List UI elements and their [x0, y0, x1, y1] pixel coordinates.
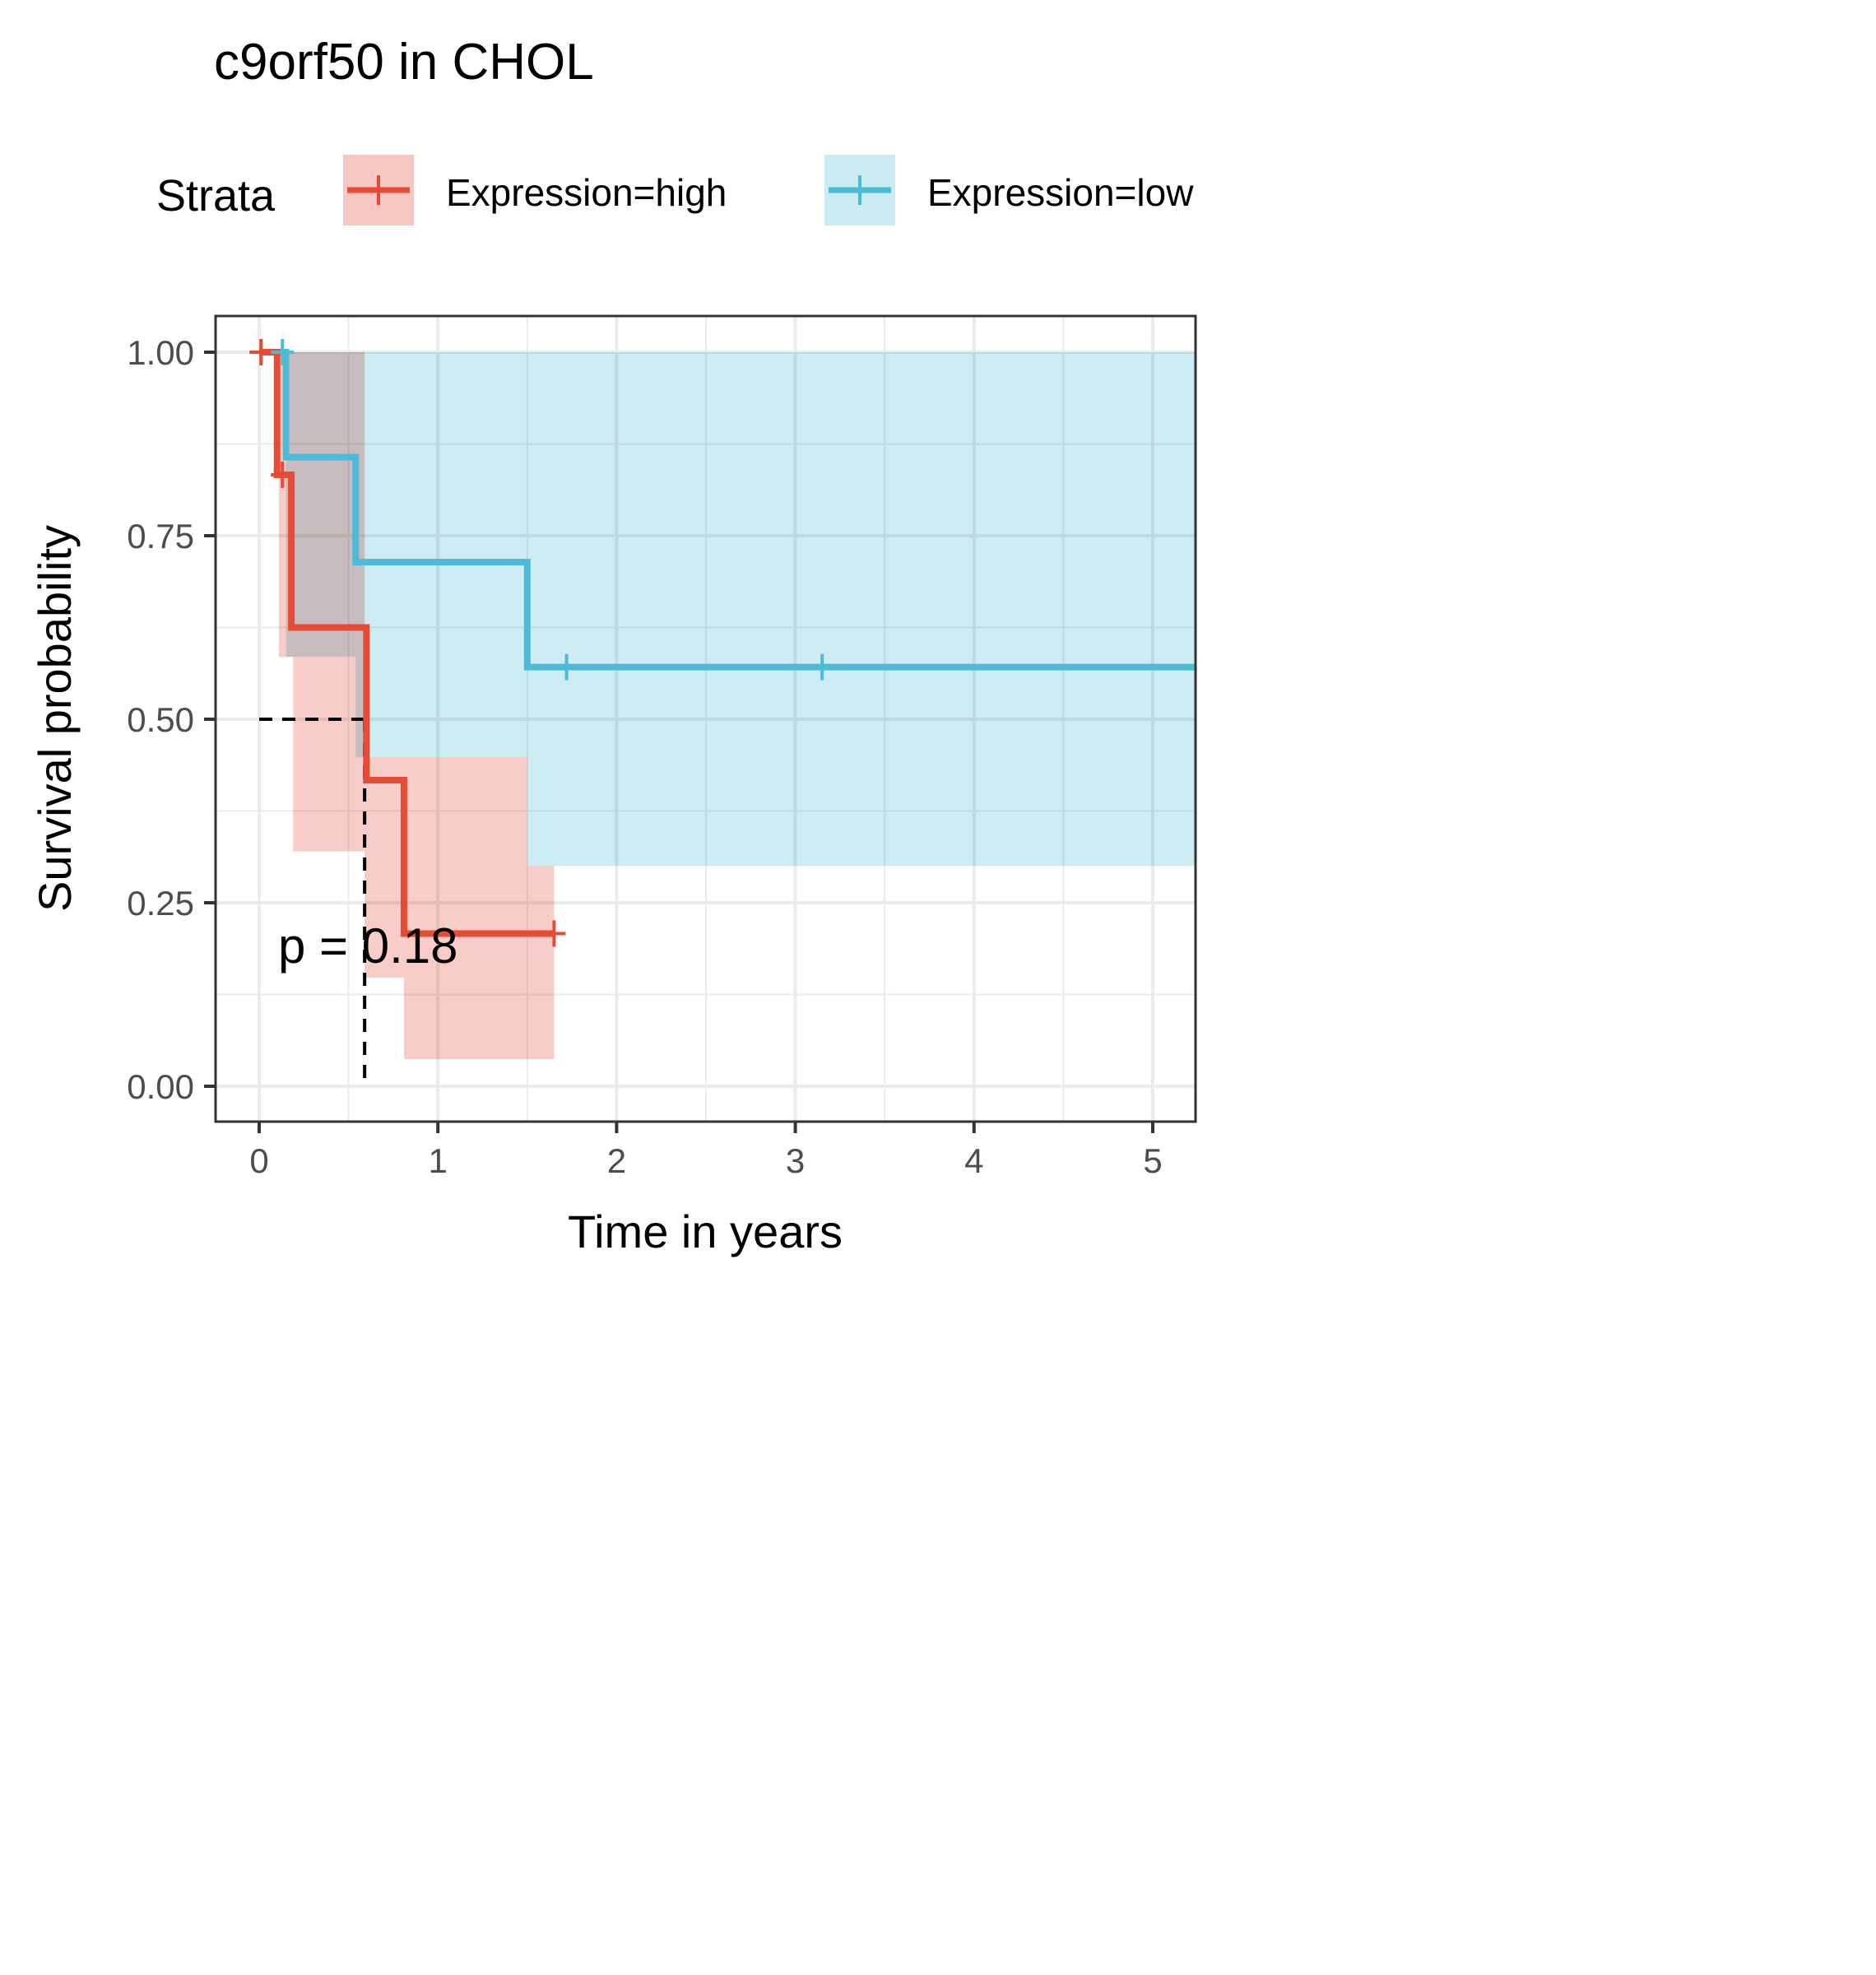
y-tick-label: 1.00: [127, 333, 194, 372]
y-axis-title: Survival probability: [29, 525, 81, 912]
ci-band-high: [403, 757, 527, 1059]
confidence-ribbons: [278, 352, 1196, 1059]
x-tick-label: 2: [607, 1141, 626, 1180]
censor-marks: [249, 339, 834, 947]
y-tick-label: 0.25: [127, 884, 194, 922]
ci-band-low: [286, 352, 356, 658]
censor-mark-high: [249, 339, 273, 365]
km-chart: c9orf50 in CHOL Strata Expression=high E…: [29, 34, 1197, 1257]
censor-mark-high: [542, 920, 566, 947]
axes: 0 1 2 3 4 5 0.00 0.25 0.50 0.75 1.00: [127, 333, 1162, 1180]
y-tick-label: 0.50: [127, 700, 194, 739]
x-tick-label: 1: [429, 1141, 448, 1180]
median-survival-lines: [259, 718, 367, 1086]
censor-mark-high: [271, 461, 295, 488]
survival-curves: [259, 349, 1196, 937]
y-tick-label: 0.75: [127, 517, 194, 555]
x-tick-label: 4: [964, 1141, 983, 1180]
p-value-annotation: p = 0.18: [278, 918, 458, 974]
legend: Strata Expression=high Expression=low: [156, 155, 1194, 225]
x-axis-title: Time in years: [568, 1206, 843, 1257]
x-tick-label: 0: [249, 1141, 268, 1180]
legend-title: Strata: [156, 171, 276, 221]
legend-label-low: Expression=low: [927, 171, 1194, 214]
censor-mark-low: [810, 653, 834, 681]
legend-label-high: Expression=high: [446, 171, 727, 214]
censor-mark-low: [271, 339, 295, 365]
ci-band-low: [355, 352, 527, 758]
chart-title: c9orf50 in CHOL: [214, 34, 594, 91]
ci-band-high: [527, 866, 555, 1059]
y-tick-label: 0.00: [127, 1067, 194, 1106]
censor-mark-low: [555, 653, 578, 681]
ci-band-low: [527, 352, 1196, 867]
survival-curve-high: [259, 349, 555, 937]
survival-curve-low: [259, 349, 1196, 671]
x-tick-label: 5: [1143, 1141, 1162, 1180]
ci-band-high: [365, 757, 404, 978]
x-tick-label: 3: [786, 1141, 805, 1180]
